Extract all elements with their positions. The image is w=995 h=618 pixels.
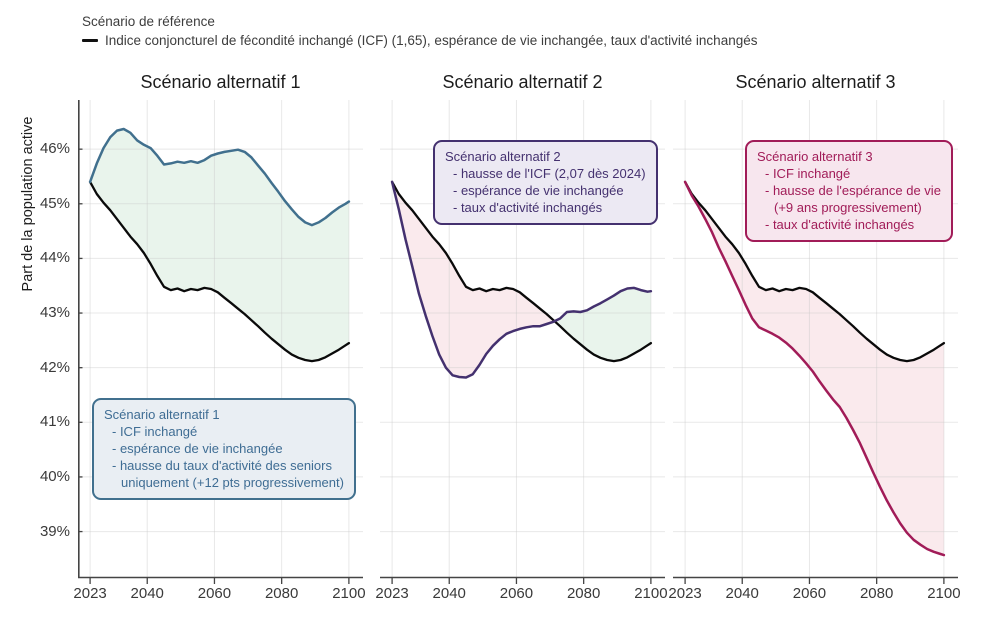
panel-3-title: Scénario alternatif 3 (735, 72, 896, 92)
box-line: - espérance de vie inchangée (112, 441, 283, 456)
scenario-line-3 (683, 180, 946, 557)
x-tick-label: 2023 (73, 585, 107, 602)
chart-svg (78, 100, 363, 584)
y-tick-label: 42% (39, 358, 70, 376)
box-title: Scénario alternatif 3 (757, 149, 873, 164)
y-tick-label: 39% (39, 522, 70, 540)
gap-fill-above (90, 129, 349, 362)
x-tick-label: 2100 (634, 585, 668, 602)
y-tick-label: 44% (39, 249, 70, 267)
box-line: uniquement (+12 pts progressivement) (121, 475, 344, 490)
y-tick-label: 41% (39, 413, 70, 431)
panel-2-title: Scénario alternatif 2 (442, 72, 603, 92)
legend: Scénario de référence Indice conjoncture… (82, 12, 757, 50)
box-line: (+9 ans progressivement) (774, 200, 922, 215)
x-tick-label: 2080 (859, 585, 894, 602)
panel-1-title: Scénario alternatif 1 (140, 72, 301, 92)
box-line: - ICF inchangé (112, 424, 198, 439)
x-tick-label: 2060 (792, 585, 827, 602)
scenario-panel-1 (78, 100, 363, 592)
reference-line (683, 180, 946, 363)
scenario-box-1: Scénario alternatif 1 - ICF inchangé - esp… (92, 398, 356, 500)
legend-title-row: Scénario de référence (82, 12, 757, 31)
scenario-line-2 (390, 180, 653, 379)
y-tick-label: 46% (39, 140, 70, 158)
gap-fill-above (554, 287, 651, 362)
x-tick-label: 2100 (927, 585, 961, 602)
x-tick-label: 2023 (668, 585, 702, 602)
box-title: Scénario alternatif 2 (445, 149, 561, 164)
box-line: - espérance de vie inchangée (453, 183, 624, 198)
box-line: - hausse de l'ICF (2,07 dès 2024) (453, 166, 646, 181)
box-line: - hausse du taux d'activité des seniors (112, 458, 332, 473)
x-tick-label: 2023 (375, 585, 409, 602)
chart-svg (380, 100, 665, 584)
reference-line (390, 180, 653, 363)
x-tick-label: 2080 (264, 585, 299, 602)
reference-line-swatch (82, 38, 98, 43)
scenario-box-3: Scénario alternatif 3 - ICF inchangé - hau… (745, 140, 953, 242)
x-tick-label: 2060 (499, 585, 534, 602)
x-tick-label: 2040 (130, 585, 164, 602)
gap-fill-below (392, 181, 555, 378)
x-tick-label: 2080 (566, 585, 601, 602)
y-tick-label: 43% (39, 304, 70, 322)
x-tick-label: 2040 (432, 585, 466, 602)
legend-reference-row: Indice conjoncturel de fécondité inchang… (82, 31, 757, 50)
x-tick-label: 2040 (725, 585, 759, 602)
y-tick-label: 40% (39, 467, 70, 485)
x-tick-label: 2060 (197, 585, 232, 602)
y-tick-label: 45% (39, 194, 70, 212)
reference-line (88, 180, 351, 363)
legend-title: Scénario de référence (82, 14, 215, 29)
box-line: - taux d'activité inchangés (765, 217, 915, 232)
box-title: Scénario alternatif 1 (104, 407, 220, 422)
gap-fill-below (685, 181, 944, 556)
box-line: - ICF inchangé (765, 166, 851, 181)
box-line: - taux d'activité inchangés (453, 200, 603, 215)
scenario-panel-2 (380, 100, 665, 592)
x-tick-label: 2100 (332, 585, 366, 602)
scenario-line-1 (88, 127, 351, 227)
box-line: - hausse de l'espérance de vie (765, 183, 941, 198)
scenario-box-2: Scénario alternatif 2 - hausse de l'ICF (… (433, 140, 658, 225)
legend-reference-label: Indice conjoncturel de fécondité inchang… (105, 33, 758, 48)
